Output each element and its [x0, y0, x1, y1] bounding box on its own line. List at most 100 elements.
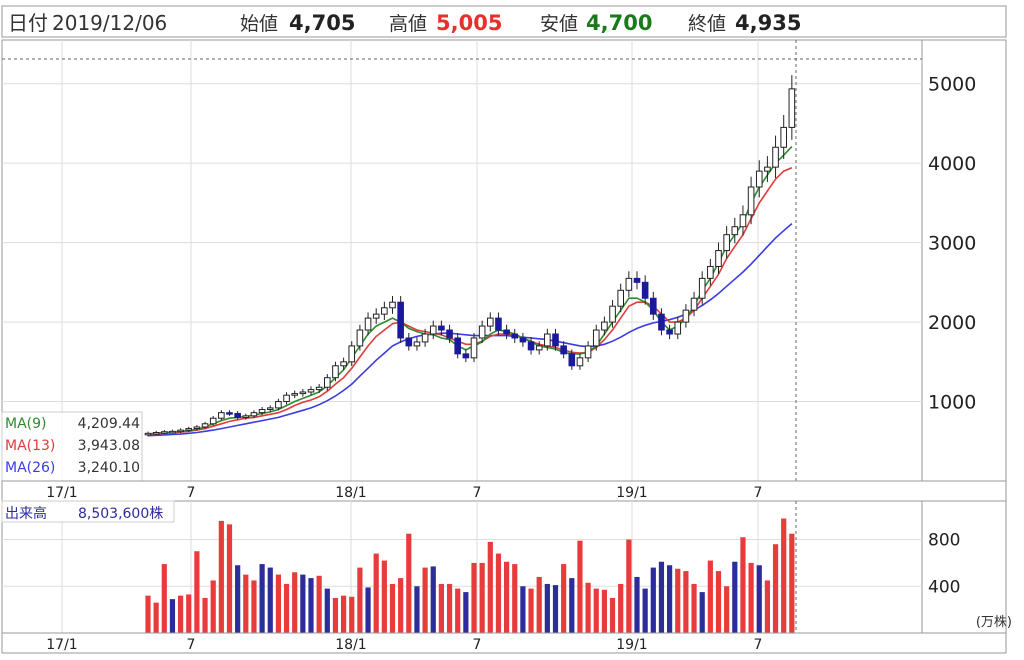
volume-bar — [618, 583, 624, 633]
price-tick-3000: 3000 — [928, 233, 976, 255]
price-tick-4000: 4000 — [928, 153, 976, 175]
candle — [446, 324, 453, 343]
candle-body — [747, 186, 755, 216]
volume-bar — [365, 587, 371, 633]
candle-body — [511, 333, 519, 339]
volume-bar — [202, 597, 208, 633]
candle-body — [299, 391, 307, 395]
candle — [747, 176, 755, 225]
volume-bar — [675, 568, 681, 633]
volume-bar — [544, 583, 550, 633]
candle-body — [250, 412, 258, 417]
price-panel: 1000 2000 3000 4000 5000 — [1, 39, 1007, 482]
candle-body — [674, 321, 682, 335]
candle-body — [552, 333, 559, 347]
volume-bar — [398, 578, 404, 633]
candle — [755, 160, 763, 198]
volume-bar — [292, 572, 298, 633]
volume-bar — [357, 567, 363, 633]
candle-body — [690, 297, 698, 311]
candle-body — [544, 333, 551, 347]
candle-body — [283, 394, 290, 403]
candle — [641, 275, 649, 305]
volume-bar — [634, 576, 640, 633]
candle-body — [356, 329, 364, 347]
candle — [389, 295, 396, 314]
volume-label: 出来高 — [5, 505, 47, 522]
candle — [340, 357, 347, 370]
candle-body — [348, 345, 356, 363]
x-tick-bottom-1: 7 — [187, 637, 196, 653]
x-tick-bottom-2: 18/1 — [335, 637, 366, 653]
candle-body — [209, 417, 217, 425]
volume-bar — [349, 596, 355, 633]
candle-body — [780, 126, 788, 148]
candle — [454, 332, 461, 359]
volume-bar — [300, 574, 306, 633]
volume-bar — [569, 578, 575, 633]
candle-body — [397, 301, 404, 339]
candle-body — [772, 146, 779, 168]
candle-body — [454, 337, 461, 355]
candle — [511, 328, 519, 343]
candle-body — [560, 345, 567, 355]
low-label: 安値 — [540, 13, 578, 35]
x-tick-top-4: 19/1 — [616, 485, 647, 501]
volume-bar — [251, 580, 257, 633]
volume-value: 8,503,600株 — [78, 506, 163, 522]
candle-body — [218, 412, 225, 419]
candle-body — [617, 289, 625, 307]
candle-body — [372, 313, 380, 319]
candle — [209, 416, 217, 426]
volume-bar — [683, 571, 689, 633]
volume-bar — [487, 541, 493, 633]
candle-body — [731, 226, 739, 236]
candle — [666, 324, 673, 340]
candle — [487, 312, 494, 332]
volume-bar — [748, 562, 754, 633]
volume-bar — [626, 539, 632, 633]
volume-bar — [715, 571, 722, 633]
candle — [421, 328, 429, 347]
volume-bar — [153, 602, 159, 633]
candle — [299, 388, 307, 397]
volume-bar — [479, 562, 485, 633]
candle — [609, 300, 616, 328]
high-value: 5,005 — [436, 11, 502, 35]
candle-body — [266, 407, 274, 410]
candle-body — [650, 297, 657, 315]
candle-body — [576, 357, 584, 367]
candle — [633, 271, 641, 290]
volume-bar — [308, 578, 314, 633]
candle — [193, 425, 201, 431]
candle — [576, 353, 584, 370]
volume-bar — [341, 595, 347, 633]
low-value: 4,700 — [586, 11, 652, 35]
x-tick-top-5: 7 — [754, 485, 763, 501]
candle-body — [226, 412, 233, 415]
candle — [739, 205, 747, 236]
volume-bar — [169, 599, 176, 633]
volume-bar — [691, 583, 697, 633]
x-tick-bottom-4: 19/1 — [616, 637, 647, 653]
price-tick-1000: 1000 — [928, 392, 976, 414]
candle-body — [381, 307, 388, 315]
volume-bar — [471, 562, 477, 633]
volume-bar — [707, 560, 713, 633]
x-tick-bottom-0: 17/1 — [46, 637, 77, 653]
candle — [381, 301, 388, 320]
volume-unit: (万株) — [976, 615, 1012, 630]
candle-body — [478, 325, 486, 339]
candle — [266, 405, 274, 412]
volume-bar — [520, 586, 526, 633]
volume-bar — [504, 561, 510, 633]
candle-body — [161, 431, 168, 434]
volume-bar — [781, 518, 787, 633]
candle-body — [462, 353, 470, 359]
candle-body — [495, 317, 502, 331]
date-label: 日付 — [8, 11, 48, 35]
volume-bar — [495, 553, 502, 633]
candle — [332, 361, 339, 382]
price-tick-5000: 5000 — [928, 74, 976, 96]
candle-body — [739, 214, 747, 228]
